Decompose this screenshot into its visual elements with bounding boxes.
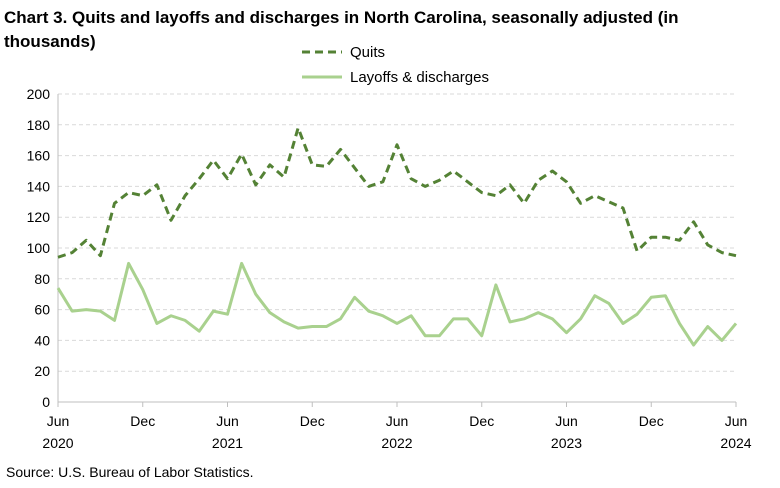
quits-line — [57, 126, 737, 259]
x-axis: Jun 2020 Dec Jun 2021 Dec Jun 2022 Dec Jun 2023 Dec… — [42, 401, 752, 451]
y-tick-label: 140 — [27, 178, 51, 194]
x-tick-label: Jun — [216, 413, 239, 429]
x-tick-year-label: 2023 — [551, 435, 582, 451]
x-tick-label: Jun — [725, 413, 748, 429]
x-tick-year-label: 2020 — [42, 435, 73, 451]
series-lines — [56, 126, 738, 347]
source-note: Source: U.S. Bureau of Labor Statistics. — [6, 464, 254, 480]
y-tick-label: 120 — [27, 209, 51, 225]
y-tick-label: 80 — [34, 271, 50, 287]
y-tick-label: 200 — [27, 86, 51, 102]
y-tick-label: 0 — [42, 394, 50, 410]
y-tick-label: 180 — [27, 117, 51, 133]
y-tick-label: 60 — [34, 302, 50, 318]
x-tick-year-label: 2024 — [720, 435, 751, 451]
y-tick-label: 40 — [34, 332, 50, 348]
y-axis: 0 20 40 60 80 100 120 140 160 180 200 — [27, 86, 59, 410]
x-tick-label: Dec — [300, 413, 325, 429]
legend-label: Quits — [350, 44, 385, 61]
x-tick-label: Dec — [130, 413, 155, 429]
y-tick-label: 100 — [27, 240, 51, 256]
legend: Quits Layoffs & discharges — [302, 44, 489, 86]
x-tick-year-label: 2022 — [381, 435, 412, 451]
layoffs-discharges-line — [56, 261, 738, 347]
chart-title: Chart 3. Quits and layoffs and discharge… — [4, 8, 679, 51]
x-tick-label: Jun — [555, 413, 578, 429]
y-tick-label: 160 — [27, 148, 51, 164]
y-tick-label: 20 — [34, 363, 50, 379]
x-tick-label: Dec — [639, 413, 664, 429]
legend-label: Layoffs & discharges — [350, 69, 489, 86]
x-tick-label: Jun — [47, 413, 70, 429]
x-tick-label: Jun — [386, 413, 409, 429]
x-tick-label: Dec — [469, 413, 494, 429]
x-tick-year-label: 2021 — [212, 435, 243, 451]
gridlines — [58, 93, 736, 372]
